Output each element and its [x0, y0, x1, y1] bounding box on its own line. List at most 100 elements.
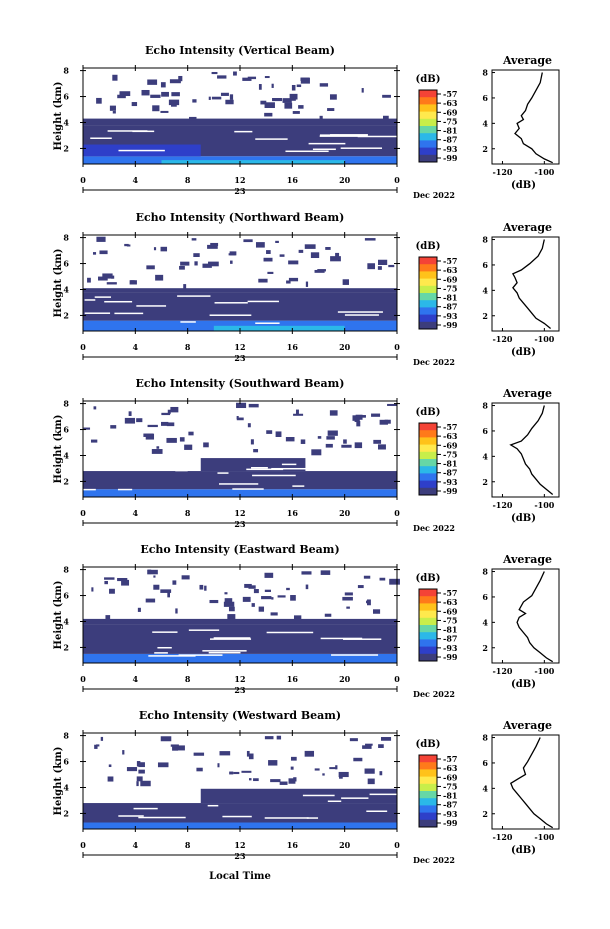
- heatmap-speckle: [242, 596, 251, 602]
- heatmap-speckle: [244, 583, 252, 588]
- heatmap-speckle: [329, 410, 338, 416]
- heatmap-gap: [83, 488, 96, 491]
- heatmap-speckle: [193, 752, 205, 756]
- colorbar-tick-label: -99: [443, 486, 458, 496]
- colorbar-segment: [419, 610, 437, 619]
- heatmap-gap: [292, 485, 305, 487]
- heatmap-speckle: [253, 449, 259, 453]
- heatmap-speckle: [290, 595, 296, 601]
- heatmap-gap: [114, 312, 144, 315]
- colorbar-unit-label: (dB): [416, 241, 441, 252]
- profile-x-tick-label: -100: [534, 832, 554, 842]
- heatmap-speckle: [112, 111, 116, 114]
- x-tick-label: 16: [287, 175, 299, 185]
- heatmap-speckle: [388, 264, 395, 268]
- x-tick-label: 12: [234, 508, 245, 518]
- heatmap-speckle: [343, 439, 347, 444]
- heatmap-gap: [343, 638, 382, 640]
- colorbar-tick-label: -63: [443, 597, 458, 607]
- heatmap-speckle: [223, 601, 235, 607]
- heatmap-speckle: [152, 105, 160, 112]
- heatmap-speckle: [194, 261, 198, 266]
- x-tick-label: 4: [133, 840, 139, 850]
- heatmap-speckle: [346, 606, 350, 609]
- colorbar-segment: [419, 776, 437, 785]
- heatmap-gap: [208, 651, 241, 654]
- heatmap-speckle: [248, 778, 252, 781]
- heatmap-speckle: [319, 115, 323, 120]
- profile-frame: [491, 402, 560, 498]
- x-axis-title: Local Time: [209, 871, 271, 882]
- day-label: 23: [234, 186, 246, 196]
- heatmap-speckle: [217, 75, 227, 79]
- heatmap-speckle: [248, 585, 256, 589]
- heatmap-speckle: [131, 102, 138, 107]
- profile-frame: [491, 734, 560, 830]
- heatmap-gap: [180, 321, 196, 323]
- heatmap-region: [161, 160, 345, 164]
- heatmap-gap: [202, 650, 247, 652]
- colorbar-tick-label: -93: [443, 311, 458, 321]
- colorbar-segment: [419, 97, 437, 105]
- heatmap-speckle: [137, 607, 141, 612]
- heatmap-speckle: [99, 250, 108, 255]
- profile-x-tick-label: -100: [534, 500, 554, 510]
- heatmap-region: [83, 489, 397, 497]
- heatmap-speckle: [168, 99, 180, 106]
- heatmap-speckle: [300, 77, 310, 84]
- colorbar-segment: [419, 596, 437, 604]
- heatmap-speckle: [342, 596, 353, 601]
- heatmap-speckle: [151, 449, 163, 454]
- colorbar-segment: [419, 285, 437, 294]
- heatmap-speckle: [290, 96, 296, 101]
- profile-frame: [491, 568, 560, 664]
- heatmap-gap: [107, 130, 148, 132]
- heatmap-gap: [153, 797, 176, 800]
- heatmap-speckle: [112, 74, 118, 81]
- colorbar-segment: [419, 632, 437, 640]
- heatmap-speckle: [275, 240, 279, 243]
- x-tick-label: 8: [185, 175, 191, 185]
- profile-title: Average: [502, 221, 552, 234]
- heatmap-speckle: [317, 436, 322, 439]
- heatmap-speckle: [210, 242, 219, 247]
- heatmap-gap: [217, 472, 229, 474]
- profile-x-tick-label: -120: [492, 832, 512, 842]
- colorbar-tick-label: -87: [443, 302, 457, 312]
- profile-x-tick-label: -120: [492, 500, 512, 510]
- heatmap-speckle: [100, 736, 104, 741]
- y-tick-label: 2: [63, 642, 69, 652]
- heatmap-speckle: [311, 449, 322, 456]
- heatmap-speckle: [362, 745, 372, 749]
- chart-title: Echo Intensity (Westward Beam): [139, 709, 341, 722]
- colorbar-tick-label: -99: [443, 652, 458, 662]
- heatmap-region: [83, 618, 397, 625]
- x-tick-label: 0: [80, 175, 86, 185]
- heatmap-gap: [281, 463, 297, 466]
- heatmap-speckle: [180, 261, 190, 266]
- heatmap-gap: [177, 295, 211, 297]
- heatmap-speckle: [153, 247, 157, 251]
- colorbar-segment: [419, 625, 437, 633]
- heatmap-speckle: [367, 263, 376, 270]
- heatmap-speckle: [189, 116, 197, 121]
- y-tick-label: 4: [63, 782, 69, 792]
- x-tick-label: 0: [394, 508, 400, 518]
- colorbar-segment: [419, 466, 437, 474]
- heatmap-speckle: [104, 577, 115, 580]
- colorbar-segment: [419, 444, 437, 453]
- colorbar-segment: [419, 307, 437, 316]
- colorbar-segment: [419, 617, 437, 626]
- heatmap-gap: [148, 655, 196, 657]
- colorbar-unit-label: (dB): [416, 74, 441, 85]
- colorbar-frame: [418, 754, 438, 828]
- heatmap-speckle: [379, 577, 386, 581]
- heatmap-speckle: [363, 575, 371, 579]
- heatmap-speckle: [372, 609, 381, 614]
- heatmap-speckle: [246, 750, 250, 757]
- heatmap-speckle: [167, 591, 170, 598]
- heatmap-speckle: [270, 612, 278, 616]
- heatmap-gap: [94, 296, 112, 298]
- x-tick-label: 12: [234, 175, 245, 185]
